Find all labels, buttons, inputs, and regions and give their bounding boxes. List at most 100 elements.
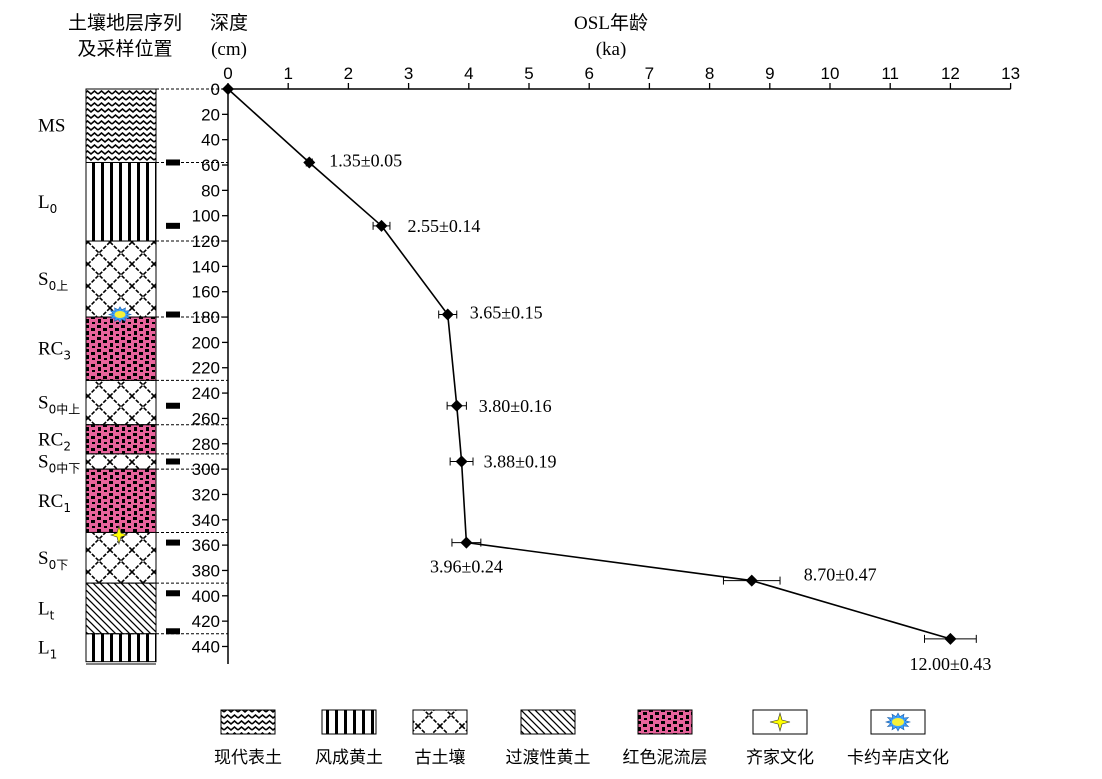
y-tick-label-17: 340 — [192, 511, 220, 530]
data-point-5 — [455, 455, 468, 468]
x-tick-label-12: 12 — [941, 64, 960, 83]
legend-label-6: 卡约辛店文化 — [847, 748, 949, 768]
sample-marker-5 — [166, 539, 180, 546]
stratum-label-main-2: S — [38, 269, 49, 290]
data-label-5: 3.88±0.19 — [484, 451, 557, 471]
sample-marker-6 — [166, 590, 180, 597]
stratum-label-sub-5: 2 — [63, 439, 71, 453]
stratum-label-3: RC3 — [38, 339, 71, 363]
x-tick-label-7: 7 — [645, 64, 654, 83]
legend-kayue-core — [892, 718, 904, 726]
x-tick-label-6: 6 — [584, 64, 593, 83]
data-label-7: 8.70±0.47 — [804, 565, 877, 585]
stratum-8 — [85, 531, 157, 584]
stratum-9 — [85, 582, 157, 635]
osl-series: 1.35±0.05 2.55±0.14 3.65±0.15 3.80±0.16 3.88… — [222, 83, 991, 674]
column-title-line1: 土壤地层序列 — [68, 12, 182, 34]
stratum-3 — [85, 316, 157, 381]
stratum-label-main-3: RC — [38, 339, 63, 360]
depth-axis-unit: (cm) — [211, 39, 247, 60]
y-tick-label-3: 60 — [201, 156, 220, 175]
y-tick-label-9: 180 — [192, 308, 220, 327]
data-point-2 — [375, 219, 388, 232]
stratum-label-sub-2: 0上 — [49, 279, 69, 293]
x-tick-label-5: 5 — [524, 64, 533, 83]
data-label-1: 1.35±0.05 — [329, 150, 402, 170]
y-tick-label-18: 360 — [192, 536, 220, 555]
age-axis-unit: (ka) — [596, 39, 627, 60]
stratum-label-sub-9: t — [50, 608, 55, 622]
sample-marker-7 — [166, 628, 180, 635]
culture-markers — [107, 306, 133, 546]
stratum-label-sub-4: 0中上 — [49, 402, 81, 417]
kayue-culture-core — [114, 311, 126, 319]
stratum-10 — [85, 633, 157, 663]
x-tick-label-13: 13 — [1001, 64, 1020, 83]
x-tick-label-9: 9 — [765, 64, 774, 83]
legend-swatch-2 — [412, 709, 468, 735]
data-label-8: 12.00±0.43 — [909, 654, 991, 674]
stratum-label-main-7: RC — [38, 491, 63, 512]
y-tick-label-7: 140 — [192, 257, 220, 276]
sample-marker-1 — [166, 222, 180, 229]
stratum-5 — [85, 424, 157, 455]
y-tick-label-0: 0 — [211, 80, 220, 99]
sample-markers — [166, 159, 180, 635]
data-point-1 — [303, 156, 316, 169]
sample-marker-2 — [166, 311, 180, 318]
stratum-2 — [85, 240, 157, 318]
legend-qijia-icon — [769, 711, 791, 733]
x-tick-label-3: 3 — [404, 64, 413, 83]
y-tick-label-20: 400 — [192, 587, 220, 606]
stratum-label-main-4: S — [38, 393, 49, 414]
y-tick-label-1: 20 — [201, 105, 220, 124]
x-tick-label-11: 11 — [881, 64, 899, 83]
legend-label-3: 过渡性黄土 — [506, 748, 591, 768]
legend-label-4: 红色泥流层 — [623, 748, 708, 768]
x-tick-label-10: 10 — [821, 64, 840, 83]
data-point-7 — [745, 574, 758, 587]
stratum-label-main-10: L — [38, 638, 50, 659]
y-tick-label-14: 280 — [192, 435, 220, 454]
legend-label-1: 风成黄土 — [315, 748, 383, 768]
stratum-label-sub-6: 0中下 — [49, 460, 81, 475]
y-tick-label-13: 260 — [192, 409, 220, 428]
axes: 0 1 2 3 4 5 6 7 8 9 10 11 12 130204060801001201401601… — [192, 64, 1020, 664]
data-label-6: 3.96±0.24 — [430, 557, 503, 577]
data-point-0 — [222, 83, 234, 95]
data-point-3 — [441, 308, 454, 321]
legend-swatch-4 — [637, 709, 693, 735]
legend-swatch-3 — [520, 709, 576, 735]
depth-axis-title: 深度 — [210, 12, 248, 34]
stratum-label-1: L0 — [38, 192, 57, 216]
age-depth-line — [227, 88, 951, 640]
y-tick-label-12: 240 — [192, 384, 220, 403]
stratum-0 — [85, 88, 157, 163]
y-tick-label-19: 380 — [192, 561, 220, 580]
legend: 现代表土 风成黄土 古土壤 过渡性黄土 红色泥流层 齐家文化 卡约辛店文化 — [214, 709, 949, 768]
stratum-label-main-5: RC — [38, 429, 63, 450]
x-tick-label-2: 2 — [344, 64, 353, 83]
stratum-label-4: S0中上 — [38, 393, 80, 417]
legend-label-2: 古土壤 — [415, 747, 466, 768]
stratum-7 — [85, 468, 157, 533]
stratum-1 — [85, 161, 157, 242]
y-tick-label-8: 160 — [192, 283, 220, 302]
data-point-6 — [460, 536, 473, 549]
stratum-label-10: L1 — [38, 638, 57, 662]
x-tick-label-0: 0 — [223, 64, 232, 83]
stratum-label-9: Lt — [38, 598, 55, 622]
legend-swatch-1 — [321, 709, 377, 735]
stratum-label-main-6: S — [38, 451, 49, 472]
legend-label-5: 齐家文化 — [746, 748, 814, 768]
stratum-label-7: RC1 — [38, 491, 71, 515]
y-tick-label-2: 40 — [201, 131, 220, 150]
data-label-3: 3.65±0.15 — [470, 303, 543, 323]
y-tick-label-10: 200 — [192, 333, 220, 352]
x-tick-label-4: 4 — [464, 64, 473, 83]
stratum-label-sub-7: 1 — [63, 501, 71, 515]
y-tick-label-5: 100 — [192, 207, 220, 226]
qijia-culture-icon — [110, 524, 128, 546]
